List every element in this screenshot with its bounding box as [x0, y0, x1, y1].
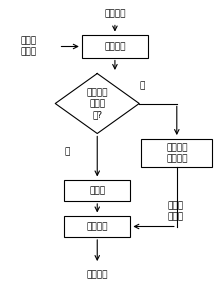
Text: 精细矫正: 精细矫正	[86, 222, 108, 231]
FancyBboxPatch shape	[64, 216, 130, 237]
FancyBboxPatch shape	[141, 139, 212, 167]
Text: 更新精细
矫正参
数?: 更新精细 矫正参 数?	[86, 88, 108, 119]
Text: 离线图
像匹配: 离线图 像匹配	[21, 36, 37, 56]
Text: 计算精细
矫正参数: 计算精细 矫正参数	[166, 143, 188, 163]
Text: 图像变换: 图像变换	[104, 42, 126, 51]
Text: 精细矫
正参数: 精细矫 正参数	[168, 202, 184, 221]
Text: 输入图像: 输入图像	[104, 9, 126, 18]
Text: 否: 否	[65, 147, 70, 156]
FancyBboxPatch shape	[64, 180, 130, 201]
Text: 是: 是	[140, 81, 145, 90]
FancyBboxPatch shape	[82, 35, 148, 58]
Text: 图像融合: 图像融合	[86, 270, 108, 279]
Text: 粗矫正: 粗矫正	[89, 186, 105, 195]
